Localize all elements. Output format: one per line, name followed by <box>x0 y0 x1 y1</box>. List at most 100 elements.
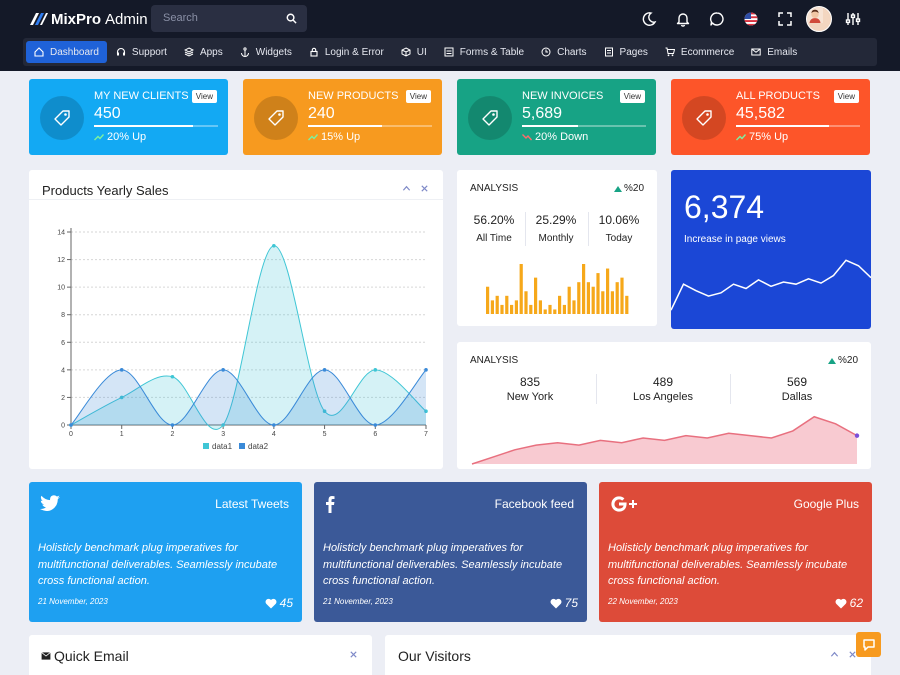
bar <box>548 304 552 314</box>
data-point[interactable] <box>69 423 73 427</box>
floating-action-button[interactable] <box>856 632 881 657</box>
legend-label[interactable]: data1 <box>212 442 233 451</box>
nav-item-support[interactable]: Support <box>108 41 175 63</box>
nav-item-widgets[interactable]: Widgets <box>232 41 300 63</box>
nav-item-charts[interactable]: Charts <box>533 41 594 63</box>
data-point[interactable] <box>373 368 378 372</box>
bar <box>591 286 595 314</box>
messages-button[interactable] <box>700 6 734 32</box>
nav-item-dashboard[interactable]: Dashboard <box>26 41 107 63</box>
legend-label[interactable]: data2 <box>248 442 269 451</box>
stat-icon-circle <box>682 96 726 140</box>
x-tick-label: 1 <box>120 431 124 438</box>
home-icon <box>34 47 44 57</box>
nav-item-apps[interactable]: Apps <box>176 41 231 63</box>
data-point[interactable] <box>170 423 175 427</box>
yearly-sales-card: Products Yearly Sales 0 2 4 6 8 10 12 14 0 1 2 3 4 5 6… <box>29 170 443 469</box>
stat-progress <box>522 125 646 127</box>
settings-button[interactable] <box>836 6 870 32</box>
view-button[interactable]: View <box>619 90 645 103</box>
chat-bubble-icon <box>862 638 875 651</box>
x-tick-label: 2 <box>170 431 174 438</box>
metric-divider <box>525 212 526 246</box>
search-input[interactable]: Search <box>151 5 307 32</box>
data-point[interactable] <box>322 409 327 414</box>
logo[interactable]: MixPro Admin <box>30 9 148 29</box>
nav-item-ui[interactable]: UI <box>393 41 435 63</box>
like-count: 62 <box>849 596 863 610</box>
nav-item-label: Widgets <box>255 46 292 58</box>
sliders-icon <box>845 13 861 25</box>
stat-change: 15% Up <box>308 131 360 143</box>
bar <box>567 286 571 314</box>
bar <box>500 304 504 314</box>
language-button[interactable] <box>734 6 768 32</box>
data-point[interactable] <box>119 395 124 400</box>
arrow-up-icon <box>613 185 622 192</box>
city-label: New York <box>506 391 554 403</box>
nav-item-pages[interactable]: Pages <box>596 41 656 63</box>
search-icon[interactable] <box>286 13 297 24</box>
nav-item-label: Login & Error <box>324 46 384 58</box>
bar <box>558 295 562 314</box>
social-text: Holisticly benchmark plug imperatives fo… <box>323 542 563 587</box>
quick-email-header: Quick Email <box>41 648 129 664</box>
trend-up-icon <box>94 134 104 141</box>
data-point[interactable] <box>170 374 175 379</box>
like-button[interactable]: 75 <box>550 596 578 610</box>
metric-label: Today <box>605 233 633 244</box>
data-point[interactable] <box>854 433 860 438</box>
view-button[interactable]: View <box>833 90 859 103</box>
trend-up-icon <box>308 134 318 141</box>
card-controls <box>393 184 429 193</box>
like-button[interactable]: 62 <box>835 596 863 610</box>
city-analysis-chart <box>471 415 860 465</box>
bar <box>543 309 547 314</box>
view-button[interactable]: View <box>191 90 217 103</box>
quick-email-title: Quick Email <box>54 648 129 664</box>
collapse-icon[interactable] <box>830 650 839 659</box>
close-icon[interactable] <box>848 650 857 659</box>
pages-icon <box>604 47 613 57</box>
stat-value: 240 <box>308 105 335 122</box>
data-point[interactable] <box>424 368 428 372</box>
data-point[interactable] <box>119 368 124 372</box>
nav-item-login-error[interactable]: Login & Error <box>301 41 392 63</box>
data-point[interactable] <box>221 423 225 427</box>
metric-divider <box>588 212 589 246</box>
nav-item-forms-table[interactable]: Forms & Table <box>436 41 532 63</box>
bar <box>572 300 576 314</box>
close-icon[interactable] <box>349 650 358 659</box>
data-point[interactable] <box>272 423 276 427</box>
like-button[interactable]: 45 <box>265 596 293 610</box>
collapse-icon[interactable] <box>402 184 411 193</box>
stat-progress <box>736 125 860 127</box>
bar <box>553 309 557 314</box>
bar <box>490 300 494 314</box>
fullscreen-icon <box>778 12 792 26</box>
stat-card: My New Clients 450 20% Up View <box>29 79 228 155</box>
yearly-sales-title: Products Yearly Sales <box>42 183 169 198</box>
mail-icon <box>751 48 761 56</box>
avatar[interactable] <box>806 6 832 32</box>
series-line-data2 <box>70 369 427 426</box>
y-tick-label: 0 <box>61 423 65 430</box>
data-point[interactable] <box>221 368 225 372</box>
brand-suffix: Admin <box>105 10 148 28</box>
nav-item-ecommerce[interactable]: Ecommerce <box>657 41 742 63</box>
heart-icon <box>835 598 847 608</box>
theme-toggle-button[interactable] <box>632 6 666 32</box>
view-button[interactable]: View <box>405 90 431 103</box>
data-point[interactable] <box>322 368 327 372</box>
data-point[interactable] <box>424 409 428 414</box>
brand-name: MixPro <box>51 10 102 28</box>
data-point[interactable] <box>272 243 276 248</box>
y-tick-label: 12 <box>57 257 65 264</box>
moon-icon <box>642 12 657 26</box>
close-icon[interactable] <box>420 184 429 193</box>
data-point[interactable] <box>373 423 378 427</box>
nav-item-emails[interactable]: Emails <box>743 41 805 63</box>
notifications-button[interactable] <box>666 6 700 32</box>
fullscreen-button[interactable] <box>768 6 802 32</box>
trend-down-icon <box>522 134 532 141</box>
